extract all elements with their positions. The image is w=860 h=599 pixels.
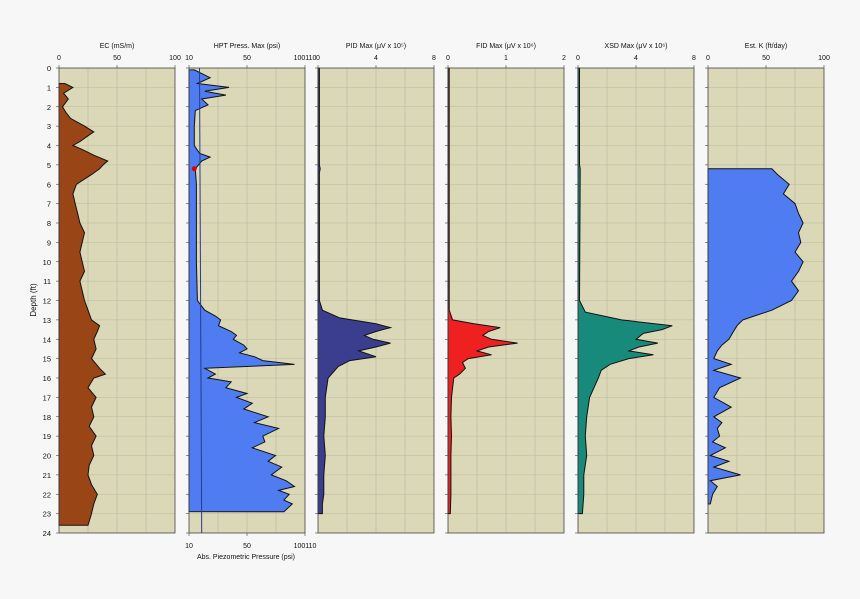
bottom-tick-label: 10 [185,543,193,550]
x-tick-label: 10 [185,55,193,62]
panel-title: HPT Press. Max (psi) [214,43,280,50]
log-panel-1: HPT Press. Max (psi) 10 50 100110 [185,43,317,534]
depth-tick-label: 15 [43,355,51,364]
depth-tick-label: 5 [47,161,51,170]
series-area [447,67,518,515]
depth-tick-label: 9 [47,238,51,247]
series-area [317,67,393,515]
depth-tick-label: 17 [43,393,51,402]
depth-tick-label: 3 [47,122,51,131]
depth-tick-label: 11 [43,277,51,286]
depth-tick-label: 19 [43,432,51,441]
x-tick-label: 0 [57,55,61,62]
data-marker [191,166,197,172]
depth-tick-label: 20 [43,452,51,461]
depth-tick-label: 4 [47,142,51,151]
panel-title: Est. K (ft/day) [745,43,787,50]
depth-tick-label: 21 [43,471,51,480]
log-panel-5: Est. K (ft/day) 0 50 100 [705,43,830,534]
x-tick-label: 4 [634,55,638,62]
series-area [188,69,296,513]
depth-tick-label: 13 [43,316,51,325]
series-area [58,83,109,526]
depth-tick-label: 1 [47,83,51,92]
panel-title: PID Max (μV x 10⁵) [346,43,406,50]
series-area [707,168,804,505]
x-tick-label: 2 [562,55,566,62]
log-panel-2: PID Max (μV x 10⁵) 0 4 8 [315,43,436,534]
x-tick-label: 100110 [294,55,317,62]
x-tick-label: 50 [243,55,251,62]
x-tick-label: 8 [692,55,696,62]
depth-tick-label: 7 [47,200,51,209]
depth-tick-label: 14 [43,335,51,344]
bottom-tick-label: 100110 [294,543,317,550]
panel-title: FID Max (μV x 10⁶) [476,43,536,50]
x-tick-label: 50 [113,55,121,62]
depth-tick-label: 16 [43,374,51,383]
panel-title: XSD Max (μV x 10⁶) [605,43,668,50]
depth-tick-label: 22 [43,490,51,499]
depth-tick-label: 10 [43,258,51,267]
log-panel-0: EC (mS/m) 0 50 100 [56,43,181,534]
depth-tick-label: 18 [43,413,51,422]
x-tick-label: 8 [432,55,436,62]
x-tick-label: 4 [374,55,378,62]
depth-tick-label: 2 [47,103,51,112]
bottom-tick-label: 50 [243,543,251,550]
x-tick-label: 50 [762,55,770,62]
log-panel-3: FID Max (μV x 10⁶) 0 1 2 [445,43,566,534]
x-tick-label: 0 [706,55,710,62]
depth-tick-label: 6 [47,180,51,189]
x-tick-label: 1 [504,55,508,62]
x-tick-label: 100 [169,55,181,62]
series-line [199,67,203,534]
depth-tick-label: 0 [47,64,51,73]
x-tick-label: 100 [818,55,830,62]
log-panel-4: XSD Max (μV x 10⁶) 0 4 8 [575,43,696,534]
x-tick-label: 0 [576,55,580,62]
panel-title: EC (mS/m) [100,43,135,50]
depth-tick-label: 24 [43,529,51,538]
series-area [577,67,673,515]
depth-tick-label: 12 [43,297,51,306]
x-tick-label: 0 [446,55,450,62]
depth-tick-label: 8 [47,219,51,228]
depth-tick-label: 23 [43,510,51,519]
depth-axis-label: Depth (ft) [29,283,38,317]
bottom-axis-label: Abs. Piezometric Pressure (psi) [197,554,295,561]
log-panels: 0123456789101112131415161718192021222324… [43,43,830,550]
x-tick-label: 0 [316,55,320,62]
